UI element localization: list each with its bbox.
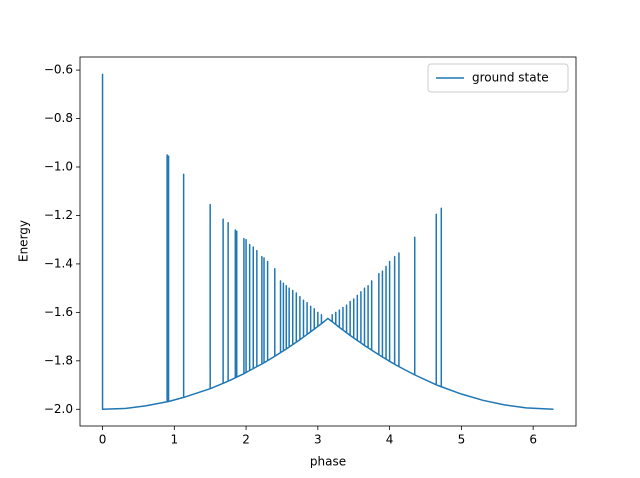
- x-tick-label: 4: [386, 433, 394, 447]
- axes-frame: [79, 56, 577, 427]
- y-tick-label: −0.8: [44, 111, 73, 125]
- y-tick-label: −1.4: [44, 256, 73, 270]
- x-tick-label: 0: [99, 433, 107, 447]
- x-tick-label: 3: [314, 433, 322, 447]
- y-axis-label: Energy: [17, 220, 31, 262]
- y-tick-label: −1.6: [44, 305, 73, 319]
- y-tick-label: −1.2: [44, 208, 73, 222]
- y-tick-label: −1.0: [44, 159, 73, 173]
- x-tick-label: 2: [242, 433, 250, 447]
- x-tick-label: 6: [529, 433, 537, 447]
- x-tick-label: 1: [170, 433, 178, 447]
- y-tick-label: −2.0: [44, 402, 73, 416]
- x-tick-label: 5: [458, 433, 466, 447]
- legend-box: [427, 63, 569, 93]
- x-axis-label: phase: [310, 455, 346, 469]
- y-tick-label: −1.8: [44, 353, 73, 367]
- legend-label: ground state: [472, 71, 549, 85]
- line-series: [101, 73, 554, 411]
- y-tick-label: −0.6: [44, 63, 73, 77]
